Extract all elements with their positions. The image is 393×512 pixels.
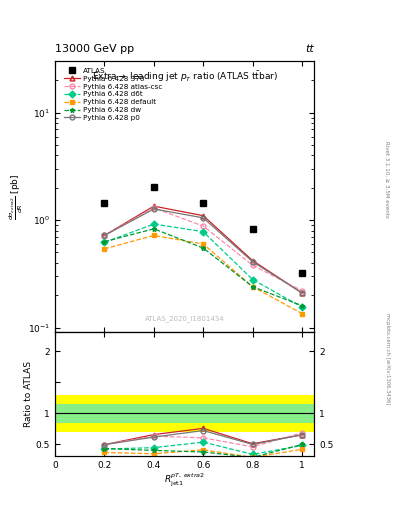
ATLAS xyxy=(300,270,305,276)
Text: 13000 GeV pp: 13000 GeV pp xyxy=(55,44,134,54)
Pythia 6.428 atlas-csc xyxy=(250,262,255,268)
Pythia 6.428 dw xyxy=(300,303,305,309)
Pythia 6.428 default xyxy=(300,310,305,316)
Legend: ATLAS, Pythia 6.428 370, Pythia 6.428 atlas-csc, Pythia 6.428 d6t, Pythia 6.428 : ATLAS, Pythia 6.428 370, Pythia 6.428 at… xyxy=(64,68,162,121)
Pythia 6.428 370 xyxy=(151,203,156,209)
Pythia 6.428 d6t xyxy=(201,229,206,235)
ATLAS xyxy=(102,200,107,206)
Line: Pythia 6.428 dw: Pythia 6.428 dw xyxy=(102,226,305,308)
Pythia 6.428 default xyxy=(102,246,107,252)
Pythia 6.428 370 xyxy=(201,212,206,219)
Pythia 6.428 default xyxy=(151,232,156,239)
Pythia 6.428 atlas-csc xyxy=(151,205,156,211)
Pythia 6.428 370 xyxy=(102,232,107,239)
Pythia 6.428 default xyxy=(201,241,206,247)
Text: tt: tt xyxy=(306,44,314,54)
Pythia 6.428 p0 xyxy=(300,290,305,296)
Text: ATLAS_2020_I1801434: ATLAS_2020_I1801434 xyxy=(145,315,224,322)
Text: mcplots.cern.ch [arXiv:1306.3436]: mcplots.cern.ch [arXiv:1306.3436] xyxy=(385,313,389,404)
Pythia 6.428 p0 xyxy=(151,206,156,212)
Bar xyxy=(55,395,314,432)
Pythia 6.428 default xyxy=(250,284,255,290)
Pythia 6.428 dw xyxy=(250,284,255,290)
ATLAS xyxy=(151,184,156,190)
Line: Pythia 6.428 d6t: Pythia 6.428 d6t xyxy=(102,222,305,310)
Pythia 6.428 d6t xyxy=(300,304,305,310)
Pythia 6.428 dw xyxy=(102,239,107,245)
Line: Pythia 6.428 370: Pythia 6.428 370 xyxy=(102,204,305,295)
Line: Pythia 6.428 p0: Pythia 6.428 p0 xyxy=(102,206,305,295)
Pythia 6.428 dw xyxy=(151,226,156,232)
ATLAS xyxy=(250,226,255,232)
Pythia 6.428 atlas-csc xyxy=(201,223,206,229)
Pythia 6.428 p0 xyxy=(102,232,107,239)
Pythia 6.428 d6t xyxy=(102,240,107,246)
Pythia 6.428 dw xyxy=(201,245,206,251)
Pythia 6.428 d6t xyxy=(151,221,156,227)
Text: Extra$\rightarrow$ leading jet $p_T$ ratio (ATLAS t$\bar{\rm t}$bar): Extra$\rightarrow$ leading jet $p_T$ rat… xyxy=(92,70,278,84)
Y-axis label: $\frac{d\sigma_{extra2}}{dR}$ [pb]: $\frac{d\sigma_{extra2}}{dR}$ [pb] xyxy=(7,174,25,220)
Bar xyxy=(55,404,314,423)
Pythia 6.428 370 xyxy=(300,290,305,296)
Pythia 6.428 atlas-csc xyxy=(300,288,305,294)
Pythia 6.428 p0 xyxy=(250,259,255,265)
Line: ATLAS: ATLAS xyxy=(101,183,305,277)
Line: Pythia 6.428 default: Pythia 6.428 default xyxy=(102,233,305,316)
Pythia 6.428 d6t xyxy=(250,276,255,283)
Y-axis label: Ratio to ATLAS: Ratio to ATLAS xyxy=(24,361,33,427)
Text: Rivet 3.1.10, ≥ 3.5M events: Rivet 3.1.10, ≥ 3.5M events xyxy=(385,141,389,218)
Pythia 6.428 atlas-csc xyxy=(102,232,107,239)
X-axis label: $R_{\rm jet1}^{pT,\,extra2}$: $R_{\rm jet1}^{pT,\,extra2}$ xyxy=(164,471,205,488)
ATLAS xyxy=(201,200,206,206)
Pythia 6.428 p0 xyxy=(201,215,206,221)
Line: Pythia 6.428 atlas-csc: Pythia 6.428 atlas-csc xyxy=(102,205,305,293)
Pythia 6.428 370 xyxy=(250,258,255,264)
